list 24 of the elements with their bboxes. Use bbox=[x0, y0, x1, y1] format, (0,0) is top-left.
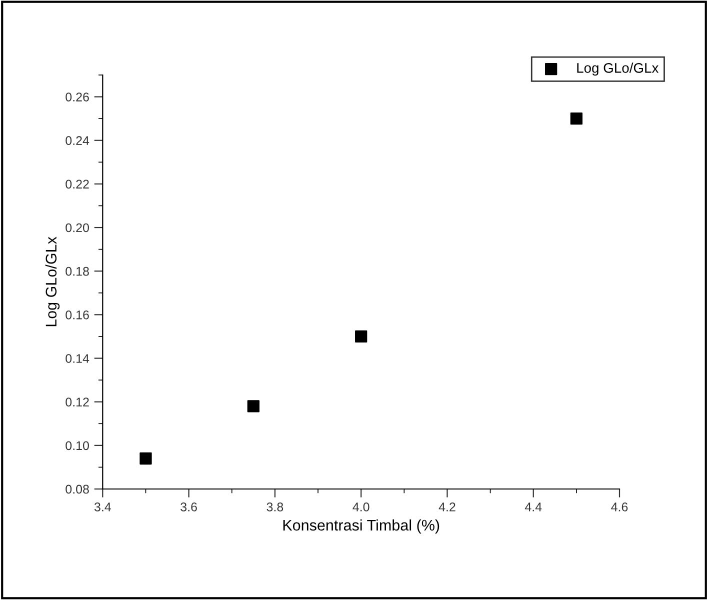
x-tick-label: 4.4 bbox=[524, 502, 542, 512]
point bbox=[570, 112, 583, 125]
legend-label: Log GLo/GLx bbox=[577, 62, 659, 76]
y-tick-label: 0.26 bbox=[66, 92, 89, 102]
point bbox=[355, 330, 368, 343]
x-tick-label: 4.0 bbox=[352, 502, 370, 512]
point bbox=[247, 400, 260, 412]
x-axis-title: Konsentrasi Timbal (%) bbox=[283, 519, 440, 534]
x-tick-label: 3.4 bbox=[94, 502, 111, 512]
y-axis-title: Log GLo/GLx bbox=[45, 236, 60, 326]
y-tick-label: 0.22 bbox=[66, 180, 89, 189]
y-tick-label: 0.14 bbox=[66, 354, 90, 363]
y-tick-label: 0.18 bbox=[66, 266, 89, 276]
y-tick-label: 0.08 bbox=[66, 484, 89, 494]
y-tick-label: 0.20 bbox=[66, 223, 89, 232]
x-tick-label: 4.6 bbox=[611, 502, 628, 512]
y-tick-label: 0.24 bbox=[66, 136, 90, 146]
x-tick-label: 4.2 bbox=[438, 502, 456, 512]
x-tick-label: 3.8 bbox=[266, 502, 284, 512]
point bbox=[140, 452, 152, 465]
y-tick-label: 0.16 bbox=[66, 310, 89, 320]
x-tick-label: 3.6 bbox=[180, 502, 197, 512]
y-tick-label: 0.10 bbox=[66, 441, 89, 450]
y-tick-label: 0.12 bbox=[66, 398, 89, 406]
